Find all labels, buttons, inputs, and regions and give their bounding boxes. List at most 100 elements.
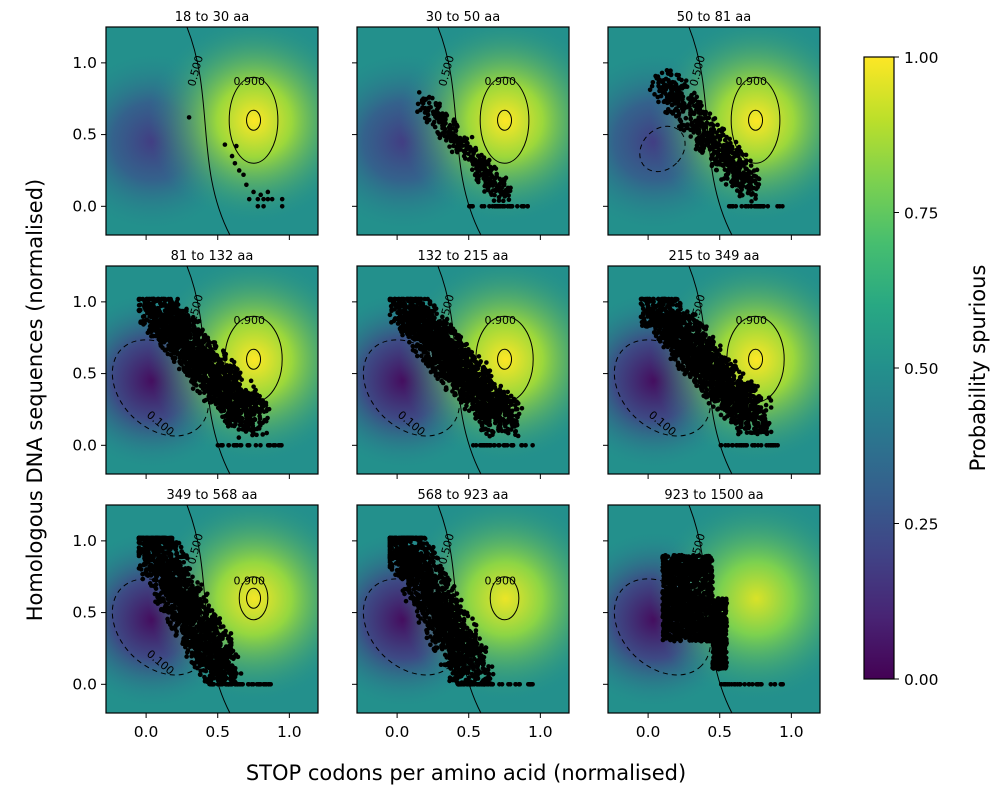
data-point — [230, 387, 236, 393]
data-point — [740, 160, 746, 165]
data-point — [679, 363, 684, 368]
data-point — [253, 443, 259, 448]
data-point — [464, 384, 470, 389]
data-point — [410, 343, 416, 349]
data-point — [499, 204, 505, 209]
data-point — [499, 178, 504, 184]
data-point — [162, 296, 168, 302]
data-point — [258, 192, 264, 198]
data-point — [221, 405, 226, 410]
data-point — [484, 172, 490, 178]
contour-inner — [246, 109, 262, 131]
data-point — [417, 331, 423, 336]
data-point — [220, 348, 226, 354]
data-point — [171, 359, 177, 365]
data-point — [775, 204, 780, 209]
data-point — [431, 119, 437, 125]
data-point — [432, 369, 438, 375]
data-point — [714, 167, 719, 173]
data-point — [708, 122, 713, 127]
data-point — [144, 317, 150, 323]
data-point — [751, 173, 757, 179]
data-point — [235, 392, 241, 397]
data-point — [227, 411, 233, 417]
data-point — [188, 355, 193, 360]
data-point — [730, 177, 736, 183]
data-point — [505, 389, 511, 395]
data-point — [223, 377, 228, 383]
data-point — [442, 133, 448, 139]
data-point — [178, 359, 184, 365]
data-point — [485, 390, 491, 396]
data-point — [431, 303, 437, 309]
data-point — [184, 351, 190, 356]
data-point — [154, 314, 160, 319]
data-point — [137, 302, 143, 308]
data-point — [218, 395, 224, 401]
data-point — [746, 188, 752, 194]
data-point — [733, 139, 739, 145]
data-point — [731, 168, 737, 174]
data-point — [742, 172, 747, 178]
data-point — [765, 204, 771, 209]
data-point — [702, 111, 707, 117]
data-point — [477, 360, 483, 365]
data-point — [478, 160, 484, 166]
data-point — [640, 306, 646, 312]
data-point — [171, 342, 176, 347]
data-point — [263, 400, 269, 406]
scatter-points — [415, 90, 530, 209]
data-point — [415, 101, 421, 107]
data-point — [436, 355, 441, 361]
data-point — [509, 408, 515, 414]
data-point — [482, 383, 487, 388]
data-point — [473, 147, 479, 153]
data-point — [247, 416, 253, 422]
data-point — [226, 443, 232, 448]
data-point — [469, 167, 475, 173]
data-point — [255, 196, 261, 202]
data-point — [491, 198, 497, 203]
data-point — [658, 86, 664, 92]
data-point — [419, 353, 424, 359]
data-point — [175, 302, 181, 307]
data-point — [456, 146, 462, 152]
data-point — [453, 392, 458, 398]
data-point — [136, 307, 142, 313]
data-point — [744, 158, 749, 163]
panel-title: 30 to 50 aa — [426, 10, 500, 25]
data-point — [507, 188, 513, 194]
data-point — [190, 386, 196, 391]
data-point — [679, 124, 685, 129]
data-point — [694, 103, 700, 108]
data-point — [425, 355, 431, 360]
data-point — [174, 314, 180, 319]
data-point — [509, 443, 514, 448]
data-point — [477, 168, 482, 174]
data-point — [257, 413, 262, 419]
data-point — [487, 378, 493, 383]
data-point — [264, 430, 269, 436]
data-point — [710, 152, 715, 158]
data-point — [737, 193, 743, 199]
data-point — [199, 368, 205, 374]
data-point — [713, 157, 718, 162]
data-point — [389, 320, 394, 325]
data-point — [230, 364, 236, 370]
data-point — [418, 296, 423, 302]
data-point — [178, 323, 184, 329]
data-point — [392, 296, 398, 302]
data-point — [225, 365, 230, 371]
data-point — [710, 135, 716, 140]
data-point — [446, 352, 451, 358]
data-point — [195, 388, 200, 394]
data-point — [186, 115, 192, 120]
data-point — [688, 134, 694, 139]
data-point — [453, 344, 459, 349]
data-point — [217, 377, 223, 383]
data-point — [468, 390, 473, 396]
data-point — [691, 111, 697, 117]
contour-0100 — [111, 339, 210, 437]
data-point — [668, 72, 674, 78]
